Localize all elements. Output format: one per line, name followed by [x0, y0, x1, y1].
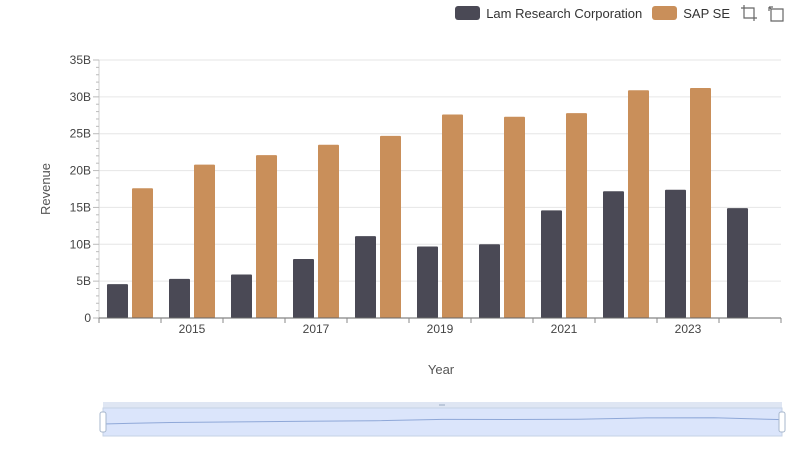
- bar-lam-research-2020: [479, 244, 500, 318]
- bar-sap-2016: [256, 155, 277, 318]
- bar-lam-research-2018: [355, 236, 376, 318]
- legend-item-sap[interactable]: SAP SE: [652, 6, 730, 21]
- bar-sap-2014: [132, 188, 153, 318]
- bar-sap-2017: [318, 144, 339, 318]
- y-tick-label: 25B: [70, 127, 91, 141]
- bar-lam-research-2021: [541, 210, 562, 318]
- x-tick-label: 2015: [179, 322, 206, 336]
- y-tick-label: 35B: [70, 53, 91, 67]
- bar-lam-research-2014: [107, 284, 128, 318]
- bar-sap-2021: [566, 113, 587, 319]
- bar-lam-research-2015: [169, 278, 190, 318]
- zoom-select-icon[interactable]: [740, 4, 758, 22]
- bar-sap-2022: [628, 90, 649, 318]
- bar-lam-research-2022: [603, 191, 624, 318]
- legend-label-lam-research: Lam Research Corporation: [486, 5, 643, 21]
- data-zoom-slider[interactable]: [99, 402, 786, 437]
- x-axis: 2015 2017 2019 2021 2023: [98, 317, 782, 336]
- bar-sap-2019: [442, 114, 463, 318]
- bar-sap-2015: [194, 164, 215, 318]
- slider-handle-right: [778, 411, 786, 433]
- legend: Lam Research Corporation SAP SE: [455, 4, 786, 22]
- y-axis: 0 5B 10B 15B 20B 25B 30B 35B: [70, 53, 100, 325]
- y-tick-label: 10B: [70, 237, 91, 251]
- bar-lam-research-2024: [727, 208, 748, 318]
- bar-lam-research-2023: [665, 189, 686, 318]
- bar-lam-research-2017: [293, 259, 314, 318]
- bar-sap-2023: [690, 88, 711, 318]
- x-tick-label: 2021: [551, 322, 578, 336]
- x-axis-label: Year: [428, 362, 455, 377]
- x-tick-label: 2019: [427, 322, 454, 336]
- x-tick-label: 2017: [303, 322, 330, 336]
- y-axis-label: Revenue: [38, 163, 53, 215]
- bar-lam-research-2016: [231, 274, 252, 318]
- legend-swatch-lam-research: [455, 6, 481, 20]
- zoom-reset-icon[interactable]: [768, 4, 786, 22]
- bar-series: [107, 88, 748, 319]
- bar-sap-2018: [380, 135, 401, 318]
- bar-sap-2020: [504, 116, 525, 318]
- y-tick-label: 5B: [76, 274, 91, 288]
- y-tick-label: 15B: [70, 200, 91, 214]
- legend-label-sap: SAP SE: [683, 5, 730, 21]
- y-tick-label: 0: [84, 311, 91, 325]
- bar-lam-research-2019: [417, 246, 438, 318]
- legend-swatch-sap: [652, 6, 678, 20]
- slider-overview-line: [102, 417, 783, 425]
- y-tick-label: 30B: [70, 90, 91, 104]
- y-tick-label: 20B: [70, 164, 91, 178]
- x-tick-label: 2023: [675, 322, 702, 336]
- slider-handle-left: [99, 411, 107, 433]
- legend-item-lam-research[interactable]: Lam Research Corporation: [455, 6, 642, 21]
